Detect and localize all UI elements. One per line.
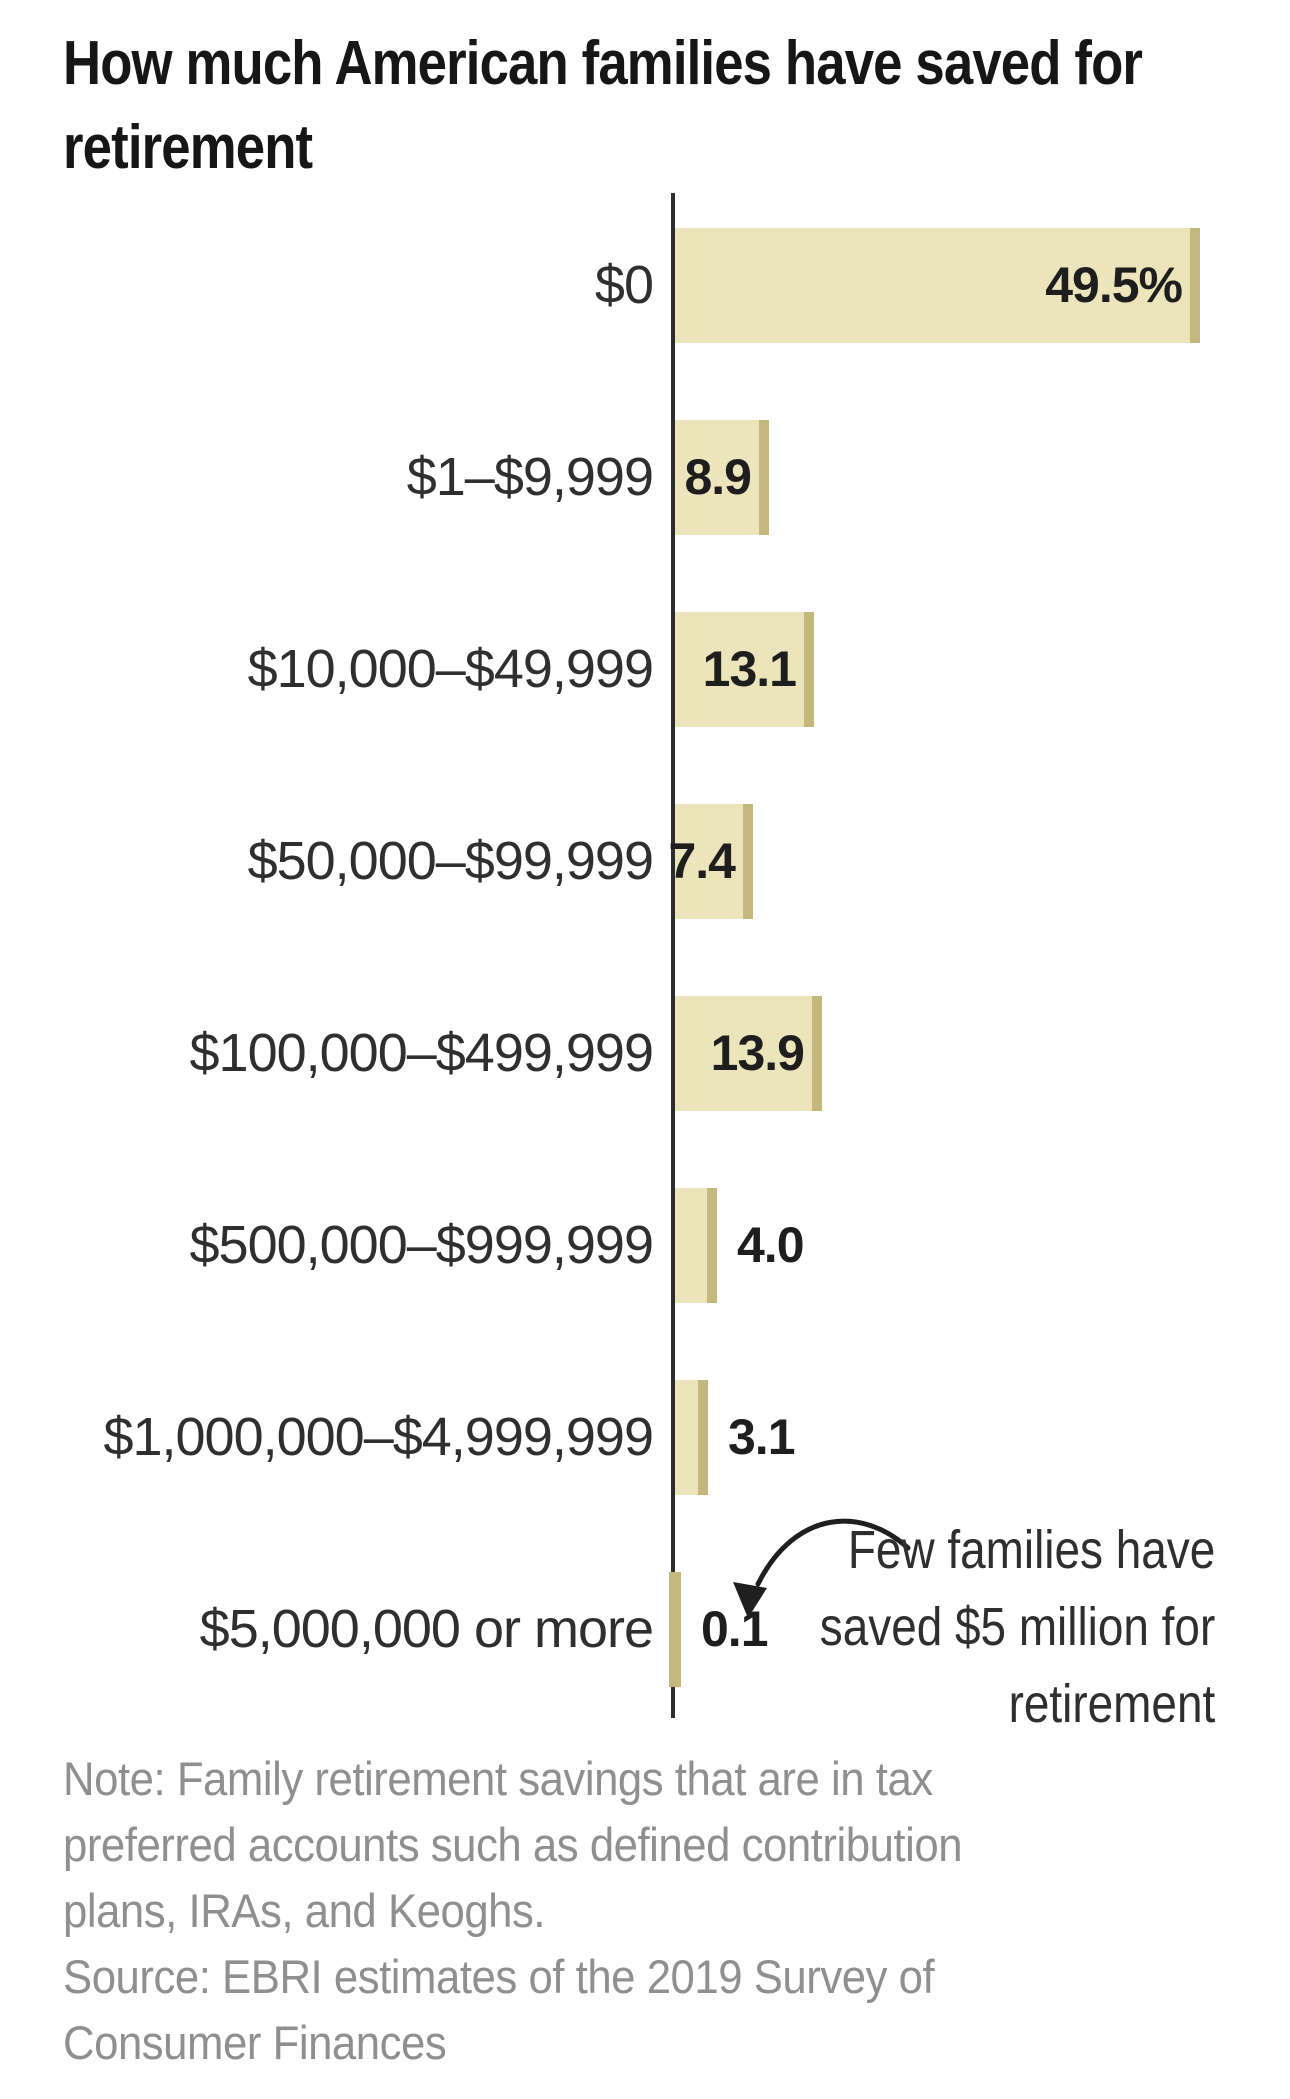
bar: [675, 996, 822, 1111]
annotation-line: saved $5 million for: [819, 1597, 1215, 1657]
chart-title-line-2: retirement: [63, 113, 313, 182]
source-text: Source: EBRI estimates of the 2019 Surve…: [63, 1950, 935, 2003]
chart-row: $50,000–$99,999 7.4: [0, 804, 1290, 919]
value-label: 49.5%: [1045, 257, 1183, 313]
annotation-line: Few families have: [847, 1520, 1215, 1580]
bar: [675, 420, 769, 535]
bar: [675, 612, 814, 727]
chart-row: $0 49.5%: [0, 228, 1290, 343]
chart-row: $1,000,000–$4,999,999 3.1: [0, 1380, 1290, 1495]
chart-row: $10,000–$49,999 13.1: [0, 612, 1290, 727]
category-label: $50,000–$99,999: [247, 831, 654, 891]
bar-cap: [1190, 228, 1200, 343]
note-text: Note: Family retirement savings that are…: [63, 1752, 933, 1805]
chart-row: $500,000–$999,999 4.0: [0, 1188, 1290, 1303]
chart-row: $5,000,000 or more 0.1: [0, 1572, 1290, 1687]
category-label: $1,000,000–$4,999,999: [103, 1407, 654, 1467]
category-label: $10,000–$49,999: [247, 639, 654, 699]
bar-cap: [743, 804, 753, 919]
category-label: $5,000,000 or more: [199, 1599, 654, 1659]
value-label: 8.9: [684, 449, 752, 505]
bar: [675, 1380, 708, 1495]
bar-cap: [698, 1380, 708, 1495]
bar: [675, 804, 753, 919]
bar: [669, 1572, 681, 1687]
category-label: $500,000–$999,999: [189, 1215, 655, 1275]
value-label: 0.1: [701, 1601, 769, 1657]
bar-cap: [759, 420, 769, 535]
footnote-block: Note: Family retirement savings that are…: [63, 1746, 1030, 2076]
source-text: Consumer Finances: [63, 2016, 447, 2069]
annotation-arrow-icon: [733, 1518, 911, 1618]
chart-title-line-1: How much American families have saved fo…: [63, 29, 1143, 98]
y-axis-line: [671, 193, 675, 1718]
note-text: plans, IRAs, and Keoghs.: [63, 1884, 546, 1937]
bar-cap: [671, 1572, 681, 1687]
annotation-line: retirement: [1008, 1674, 1215, 1734]
bar-cap: [812, 996, 822, 1111]
value-label: 3.1: [728, 1409, 796, 1465]
bar-cap: [804, 612, 814, 727]
chart-title: How much American families have saved fo…: [63, 22, 1290, 190]
chart-row: $100,000–$499,999 13.9: [0, 996, 1290, 1111]
value-label: 4.0: [737, 1217, 805, 1273]
bar: [675, 1188, 717, 1303]
category-label: $1–$9,999: [406, 447, 654, 507]
value-label: 7.4: [668, 833, 736, 889]
value-label: 13.1: [702, 641, 797, 697]
category-label: $0: [594, 255, 654, 315]
chart-row: $1–$9,999 8.9: [0, 420, 1290, 535]
annotation-text: Few families have saved $5 million for r…: [750, 1512, 1215, 1743]
category-label: $100,000–$499,999: [189, 1023, 655, 1083]
bar: [675, 228, 1200, 343]
bar-cap: [707, 1188, 717, 1303]
value-label: 13.9: [710, 1025, 805, 1081]
note-text: preferred accounts such as defined contr…: [63, 1818, 963, 1871]
